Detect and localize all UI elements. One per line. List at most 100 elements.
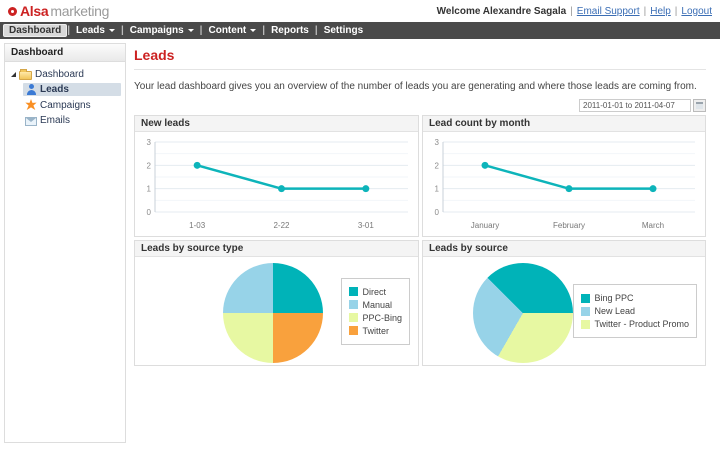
- nav-item-reports[interactable]: Reports: [265, 24, 315, 37]
- legend-item: Direct: [349, 287, 402, 297]
- chevron-down-icon: [250, 29, 257, 32]
- legend-item: Bing PPC: [581, 293, 689, 303]
- dashboard-grid: New leads 0 1 2 3 1-03 2-22 3-01 Lead count by…: [134, 115, 706, 366]
- svg-text:2: 2: [435, 161, 440, 170]
- chart-legend: Direct Manual PPC-Bing Twitter: [341, 277, 410, 345]
- legend-item: Manual: [349, 300, 402, 310]
- svg-text:March: March: [642, 221, 664, 230]
- nav-label: Reports: [271, 25, 309, 36]
- legend-label: Direct: [362, 286, 386, 297]
- pie: [473, 263, 573, 363]
- separator: |: [67, 25, 71, 36]
- brand-ring-icon: [8, 6, 17, 16]
- legend-item: PPC-Bing: [349, 313, 402, 323]
- svg-text:February: February: [553, 221, 585, 230]
- sidebar-title: Dashboard: [5, 44, 125, 62]
- svg-text:1: 1: [435, 185, 440, 194]
- pie-chart-source-type: Direct Manual PPC-Bing Twitter: [135, 257, 418, 365]
- help-link[interactable]: Help: [650, 5, 671, 17]
- tree-expander-icon[interactable]: [11, 72, 16, 77]
- campaign-icon: [25, 99, 37, 111]
- nav-item-campaigns[interactable]: Campaigns: [124, 24, 200, 37]
- panel-title: Leads by source: [423, 241, 705, 257]
- legend-label: Manual: [362, 299, 393, 310]
- panel-leads-by-source: Leads by source Bing PPC New Lead Twitter …: [422, 240, 706, 366]
- legend-label: Twitter: [362, 325, 389, 336]
- legend-item: Twitter: [349, 326, 402, 336]
- welcome-text: Welcome Alexandre Sagala: [436, 5, 567, 17]
- svg-text:1: 1: [147, 185, 152, 194]
- tree-node-label: Emails: [40, 115, 71, 126]
- chevron-down-icon: [108, 29, 115, 32]
- legend-swatch: [581, 319, 591, 329]
- nav-item-dashboard[interactable]: Dashboard: [3, 24, 68, 37]
- brand-name-light: marketing: [50, 3, 110, 19]
- svg-text:0: 0: [435, 208, 440, 217]
- date-range-input[interactable]: [579, 99, 691, 112]
- pie-chart-source: Bing PPC New Lead Twitter - Product Promo: [423, 257, 705, 365]
- legend-swatch: [349, 313, 359, 322]
- nav-item-content[interactable]: Content: [202, 24, 262, 37]
- svg-text:3: 3: [147, 138, 152, 147]
- person-icon: [25, 84, 37, 95]
- panel-new-leads: New leads 0 1 2 3 1-03 2-22 3-01: [134, 115, 419, 237]
- nav-label: Settings: [323, 25, 364, 36]
- legend-swatch: [581, 293, 591, 303]
- separator: |: [199, 25, 203, 36]
- legend-swatch: [349, 300, 359, 309]
- tree-node-campaigns[interactable]: Campaigns: [23, 98, 121, 112]
- app-logo: Alsa marketing: [8, 3, 109, 19]
- legend-label: New Lead: [594, 306, 635, 316]
- calendar-button[interactable]: [693, 99, 706, 112]
- main-nav: Dashboard | Leads | Campaigns | Content …: [0, 22, 720, 39]
- legend-label: Bing PPC: [594, 293, 634, 303]
- main-content: Leads Your lead dashboard gives you an o…: [134, 43, 706, 447]
- email-support-link[interactable]: Email Support: [576, 5, 640, 17]
- svg-text:3-01: 3-01: [358, 221, 375, 230]
- app-header: Alsa marketing Welcome Alexandre Sagala …: [0, 0, 720, 22]
- logout-link[interactable]: Logout: [681, 5, 712, 17]
- tree-node-leads[interactable]: Leads: [23, 83, 121, 96]
- page-title: Leads: [134, 47, 175, 63]
- brand-name-bold: Alsa: [20, 3, 49, 19]
- tree-node-label: Dashboard: [35, 69, 84, 80]
- legend-label: PPC-Bing: [362, 312, 402, 323]
- panel-title: Lead count by month: [423, 116, 705, 132]
- sidebar-tree: Dashboard Leads Campaigns Emails: [5, 62, 125, 133]
- divider: [134, 69, 706, 70]
- separator: |: [643, 5, 647, 17]
- panel-title: New leads: [135, 116, 418, 132]
- envelope-icon: [25, 116, 37, 126]
- tree-node-label: Leads: [40, 84, 69, 95]
- tree-node-emails[interactable]: Emails: [23, 114, 121, 127]
- nav-label: Dashboard: [9, 25, 62, 36]
- svg-text:2-22: 2-22: [273, 221, 290, 230]
- legend-swatch: [349, 326, 359, 335]
- chart-legend: Bing PPC New Lead Twitter - Product Promo: [573, 284, 697, 338]
- svg-text:2: 2: [147, 161, 152, 170]
- svg-text:3: 3: [435, 138, 440, 147]
- pie: [223, 263, 323, 363]
- page-description: Your lead dashboard gives you an overvie…: [134, 81, 697, 92]
- tree-node-dashboard[interactable]: Dashboard: [9, 68, 121, 81]
- chevron-down-icon: [187, 29, 194, 32]
- nav-item-settings[interactable]: Settings: [318, 24, 369, 37]
- line-chart-lead-count: 0 1 2 3 January February March: [423, 132, 705, 236]
- panel-title: Leads by source type: [135, 241, 418, 257]
- sidebar: Dashboard Dashboard Leads Campaigns Emai: [4, 43, 126, 443]
- line-chart-new-leads: 0 1 2 3 1-03 2-22 3-01: [135, 132, 418, 236]
- nav-item-leads[interactable]: Leads: [70, 24, 121, 37]
- calendar-icon: [696, 102, 703, 109]
- nav-label: Leads: [76, 25, 105, 36]
- panel-lead-count-by-month: Lead count by month 0 1 2 3 January February M…: [422, 115, 706, 237]
- separator: |: [120, 25, 124, 36]
- nav-label: Campaigns: [129, 25, 184, 36]
- svg-text:0: 0: [147, 208, 152, 217]
- separator: |: [314, 25, 318, 36]
- legend-swatch: [349, 287, 359, 296]
- folder-icon: [19, 69, 32, 80]
- separator: |: [570, 5, 573, 17]
- tree-node-label: Campaigns: [40, 99, 91, 111]
- legend-swatch: [581, 306, 591, 316]
- legend-label: Twitter - Product Promo: [594, 319, 689, 329]
